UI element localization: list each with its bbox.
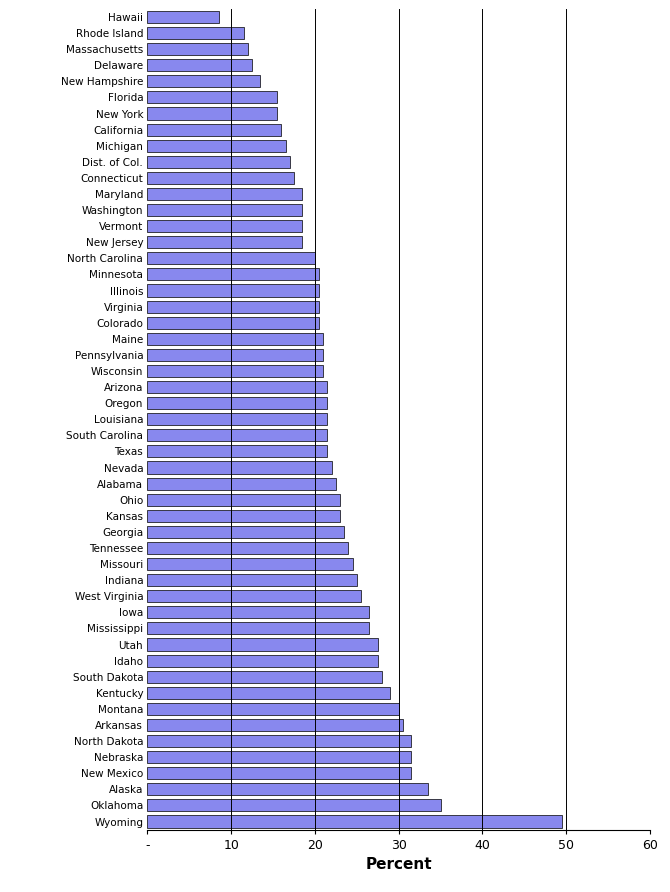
- Bar: [147, 542, 348, 554]
- Bar: [147, 607, 369, 618]
- Bar: [147, 252, 315, 264]
- Bar: [147, 397, 328, 409]
- Bar: [147, 301, 319, 312]
- Bar: [147, 783, 428, 796]
- Bar: [147, 140, 285, 152]
- Bar: [147, 719, 403, 731]
- Bar: [147, 107, 277, 120]
- Bar: [147, 509, 340, 522]
- Bar: [147, 124, 281, 136]
- Bar: [147, 445, 328, 458]
- Bar: [147, 574, 356, 586]
- Bar: [147, 655, 378, 666]
- Bar: [147, 317, 319, 329]
- Bar: [147, 767, 411, 780]
- Bar: [147, 59, 252, 71]
- Bar: [147, 591, 361, 602]
- Bar: [147, 799, 441, 812]
- Bar: [147, 477, 336, 490]
- Bar: [147, 558, 352, 570]
- Bar: [147, 220, 302, 232]
- Bar: [147, 493, 340, 506]
- Bar: [147, 815, 562, 828]
- Bar: [147, 413, 328, 425]
- Bar: [147, 687, 390, 698]
- Bar: [147, 156, 289, 168]
- Bar: [147, 172, 294, 184]
- Bar: [147, 75, 261, 87]
- Bar: [147, 381, 328, 393]
- Bar: [147, 188, 302, 200]
- Bar: [147, 461, 332, 474]
- Bar: [147, 11, 218, 23]
- Bar: [147, 91, 277, 103]
- Bar: [147, 751, 411, 764]
- Bar: [147, 268, 319, 280]
- Bar: [147, 429, 328, 442]
- Bar: [147, 703, 399, 714]
- Bar: [147, 27, 244, 39]
- Bar: [147, 285, 319, 296]
- Bar: [147, 333, 323, 345]
- Bar: [147, 526, 344, 538]
- Bar: [147, 43, 248, 55]
- Bar: [147, 236, 302, 248]
- Bar: [147, 365, 323, 377]
- X-axis label: Percent: Percent: [365, 857, 432, 872]
- Bar: [147, 735, 411, 747]
- Bar: [147, 349, 323, 361]
- Bar: [147, 671, 382, 682]
- Bar: [147, 623, 369, 634]
- Bar: [147, 639, 378, 650]
- Bar: [147, 204, 302, 216]
